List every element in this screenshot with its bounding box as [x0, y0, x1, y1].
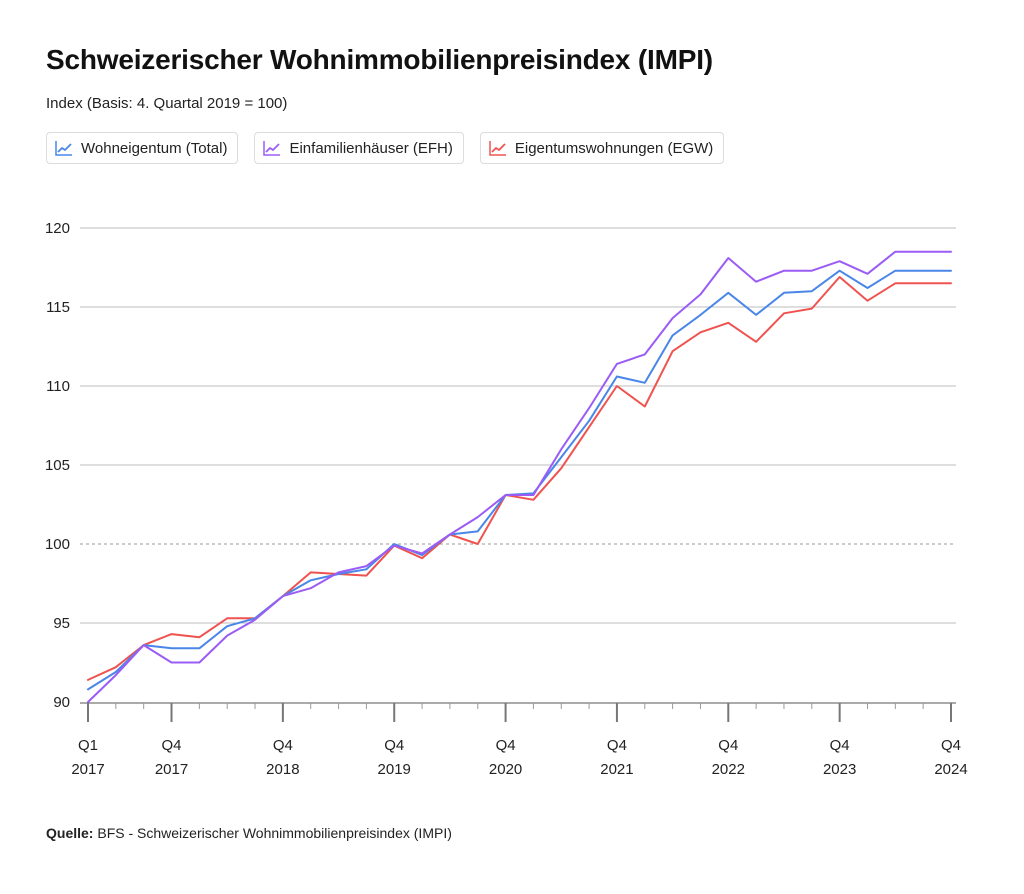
- x-tick-label-year: 2017: [71, 761, 104, 778]
- y-tick-label: 95: [53, 615, 70, 632]
- line-chart: 90 95 100 105 110 115 120 Q1 2017 Q4 2017 Q4 2018 Q4 2…: [45, 220, 968, 778]
- x-tick-label-year: 2018: [266, 761, 299, 778]
- legend-label-egw: Eigentumswohnungen (EGW): [514, 139, 714, 157]
- x-tick-label-year: 2024: [934, 761, 967, 778]
- x-tick-label-year: 2022: [712, 761, 745, 778]
- x-tick-label-year: 2017: [155, 761, 188, 778]
- y-tick-label: 115: [46, 299, 70, 316]
- x-tick-label-quarter: Q4: [384, 737, 404, 754]
- x-tick-label-year: 2021: [600, 761, 633, 778]
- source-note: Quelle: BFS - Schweizerischer Wohnimmobi…: [46, 825, 452, 841]
- x-tick-label-quarter: Q4: [496, 737, 516, 754]
- line-chart-icon: [489, 141, 506, 156]
- legend-label-efh: Einfamilienhäuser (EFH): [289, 139, 453, 157]
- series-line-total: [87, 269, 952, 691]
- line-chart-icon: [55, 141, 72, 156]
- x-tick-label-quarter: Q4: [273, 737, 293, 754]
- y-tick-label: 120: [45, 220, 70, 237]
- y-tick-label: 105: [45, 457, 70, 474]
- legend: Wohneigentum (Total) Einfamilienhäuser (…: [46, 132, 725, 164]
- series-line-efh: [87, 250, 952, 703]
- y-tick-label: 100: [45, 536, 70, 553]
- y-tick-label: 110: [46, 378, 70, 395]
- x-tick-label-quarter: Q4: [830, 737, 850, 754]
- x-tick-label-quarter: Q4: [162, 737, 182, 754]
- legend-item-total[interactable]: Wohneigentum (Total): [46, 132, 239, 164]
- source-text: BFS - Schweizerischer Wohnimmobilienprei…: [93, 825, 452, 841]
- x-tick-label-year: 2020: [489, 761, 522, 778]
- legend-item-efh[interactable]: Einfamilienhäuser (EFH): [254, 132, 464, 164]
- y-tick-label: 90: [53, 694, 70, 711]
- x-tick-label-quarter: Q4: [607, 737, 627, 754]
- x-tick-label-quarter: Q1: [78, 737, 98, 754]
- chart-title: Schweizerischer Wohnimmobilienpreisindex…: [46, 44, 713, 75]
- x-tick-label-quarter: Q4: [718, 737, 738, 754]
- series-line-egw: [87, 276, 952, 681]
- source-label: Quelle:: [46, 825, 94, 841]
- chart-subtitle: Index (Basis: 4. Quartal 2019 = 100): [46, 95, 288, 112]
- x-tick-label-year: 2019: [378, 761, 411, 778]
- x-tick-label-year: 2023: [823, 761, 856, 778]
- legend-label-total: Wohneigentum (Total): [81, 139, 228, 157]
- x-tick-label-quarter: Q4: [941, 737, 961, 754]
- legend-item-egw[interactable]: Eigentumswohnungen (EGW): [479, 132, 725, 164]
- line-chart-icon: [263, 141, 281, 156]
